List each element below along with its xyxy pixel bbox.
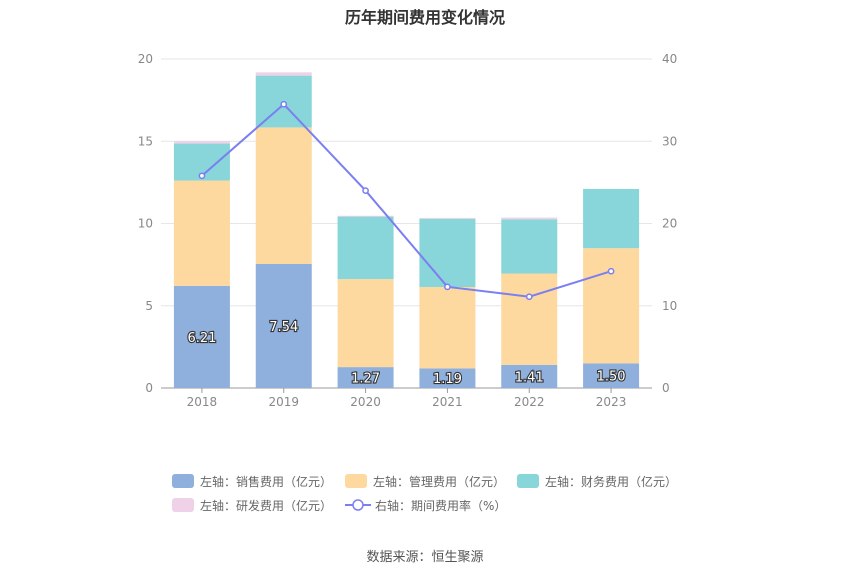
legend-label: 左轴：财务费用（亿元） <box>545 474 678 489</box>
bar-segment <box>501 219 558 274</box>
bar-segment <box>419 368 476 388</box>
y-right-tick-label: 30 <box>662 134 677 148</box>
y-left-tick-label: 10 <box>138 217 153 231</box>
bar-segment <box>583 188 640 249</box>
legend-item[interactable]: 左轴：财务费用（亿元） <box>517 473 677 489</box>
line-point <box>444 283 451 291</box>
data-label: 6.21 <box>187 331 216 346</box>
y-left-tick-label: 5 <box>145 299 153 313</box>
legend-swatch <box>517 474 539 488</box>
y-right-tick-label: 20 <box>662 217 677 231</box>
data-label: 1.50 <box>597 370 626 385</box>
bar-segment <box>583 248 640 364</box>
line-point <box>280 100 288 108</box>
y-right-tick-label: 0 <box>662 381 670 395</box>
line-point <box>362 187 369 194</box>
x-tick-label: 2018 <box>187 395 218 409</box>
legend-line-swatch <box>345 499 371 511</box>
y-left-tick-label: 15 <box>138 134 153 148</box>
x-tick-label: 2019 <box>268 395 299 409</box>
legend-swatch <box>345 474 367 488</box>
legend-label: 左轴：销售费用（亿元） <box>200 474 333 489</box>
legend-label: 右轴：期间费用率（%） <box>375 498 507 513</box>
data-label: 1.27 <box>351 372 380 387</box>
legend-label: 左轴：研发费用（亿元） <box>200 498 333 513</box>
line-point <box>607 267 615 275</box>
bar-segment <box>337 216 394 280</box>
line-point <box>198 172 206 180</box>
data-label: 7.54 <box>269 320 298 335</box>
legend-item[interactable]: 左轴：管理费用（亿元） <box>345 473 505 489</box>
series-line <box>201 102 612 298</box>
bar-segment <box>173 141 230 144</box>
legend-label: 左轴：管理费用（亿元） <box>373 474 506 489</box>
y-right-tick-label: 10 <box>662 299 677 313</box>
legend-item[interactable]: 右轴：期间费用率（%） <box>345 497 506 513</box>
x-tick-label: 2020 <box>350 395 381 409</box>
x-tick-label: 2021 <box>432 395 463 409</box>
legend-item[interactable]: 左轴：销售费用（亿元） <box>172 473 332 489</box>
bar-segment <box>419 286 476 369</box>
bar-segment <box>419 217 476 219</box>
bar-segment <box>173 285 230 388</box>
bar-segment <box>583 363 640 388</box>
bar-segment <box>419 218 476 287</box>
data-label: 1.41 <box>515 370 544 385</box>
bar-segment <box>501 217 558 220</box>
bar-segment <box>337 367 394 388</box>
y-left-tick-label: 20 <box>138 52 153 66</box>
bar-segment <box>255 127 312 264</box>
bar-segment <box>173 180 230 286</box>
bar-segment <box>255 263 312 388</box>
source-note: 数据来源：恒生聚源 <box>366 550 484 565</box>
bar-segment <box>337 279 394 368</box>
bar-segment <box>501 273 558 365</box>
x-tick-label: 2022 <box>514 395 545 409</box>
legend-swatch <box>172 498 194 512</box>
x-tick-label: 2023 <box>596 395 627 409</box>
data-label: 1.19 <box>433 372 462 387</box>
legend-item[interactable]: 左轴：研发费用（亿元） <box>172 497 332 513</box>
y-right-tick-label: 40 <box>662 52 677 66</box>
chart-title: 历年期间费用变化情况 <box>344 8 505 27</box>
bar-segment <box>337 215 394 217</box>
y-left-tick-label: 0 <box>145 381 153 395</box>
bar-segment <box>255 72 312 76</box>
bar-segment <box>501 364 558 388</box>
legend-swatch <box>172 474 194 488</box>
line-point <box>525 293 533 301</box>
